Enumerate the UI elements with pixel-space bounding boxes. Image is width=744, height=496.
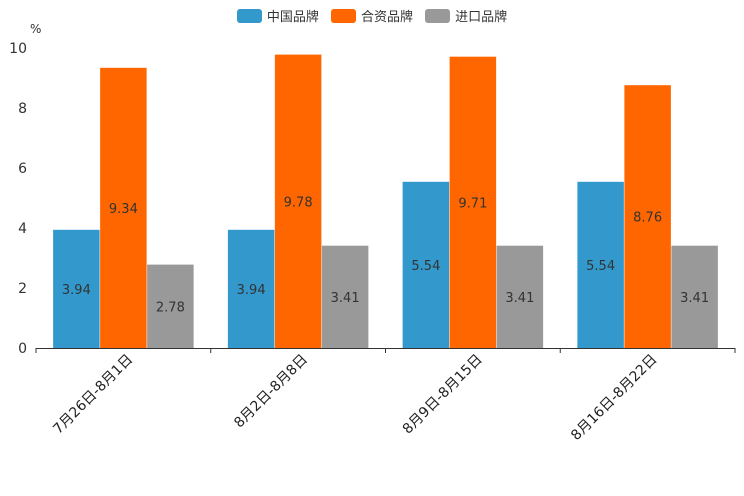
chart-legend: 中国品牌 合资品牌 进口品牌 <box>0 6 744 25</box>
legend-swatch-import-brand <box>425 8 451 23</box>
bar <box>100 67 147 349</box>
bar-value-label: 9.34 <box>109 202 138 217</box>
y-tick-label: 8 <box>18 101 27 117</box>
bar-value-label: 2.78 <box>156 300 185 315</box>
bar-value-label: 5.54 <box>586 259 615 274</box>
bar <box>53 229 100 348</box>
legend-item-joint-venture-brand[interactable]: 合资品牌 <box>330 6 413 25</box>
bar <box>496 245 544 348</box>
x-tick-label: 7月26日-8月1日 <box>50 352 136 438</box>
legend-swatch-china-brand <box>236 8 262 23</box>
bar-value-label: 8.76 <box>633 211 662 226</box>
bar-value-label: 3.41 <box>680 291 709 306</box>
bar-value-label: 3.94 <box>237 283 266 298</box>
bar <box>274 54 322 348</box>
legend-item-china-brand[interactable]: 中国品牌 <box>236 6 319 25</box>
bar <box>449 56 497 348</box>
y-tick-label: 10 <box>9 41 27 57</box>
legend-label-import-brand: 进口品牌 <box>455 10 508 25</box>
bar <box>624 85 671 348</box>
bar-value-label: 9.78 <box>284 195 313 210</box>
bar <box>321 245 369 348</box>
legend-label-joint-venture-brand: 合资品牌 <box>360 10 413 25</box>
y-tick-label: 2 <box>18 281 27 297</box>
bar-value-label: 9.71 <box>458 196 487 211</box>
bar-value-label: 5.54 <box>411 259 440 274</box>
bar-value-label: 3.41 <box>505 291 534 306</box>
bar <box>577 181 624 348</box>
y-tick-label: 4 <box>18 221 27 237</box>
x-tick-label: 8月2日-8月8日 <box>231 352 311 432</box>
legend-item-import-brand[interactable]: 进口品牌 <box>425 6 507 25</box>
legend-label-china-brand: 中国品牌 <box>266 10 319 25</box>
bar <box>402 181 450 348</box>
x-tick-label: 8月16日-8月22日 <box>568 352 660 444</box>
bar <box>147 264 194 348</box>
bar <box>227 229 275 348</box>
y-tick-label: 0 <box>18 341 27 357</box>
legend-swatch-joint-venture-brand <box>330 8 356 23</box>
y-axis-unit-label: % <box>30 22 42 36</box>
y-tick-label: 6 <box>18 161 27 177</box>
x-tick-label: 8月9日-8月15日 <box>400 352 486 438</box>
bar-value-label: 3.94 <box>62 283 91 298</box>
bar <box>671 245 718 348</box>
bar-value-label: 3.41 <box>331 291 360 306</box>
